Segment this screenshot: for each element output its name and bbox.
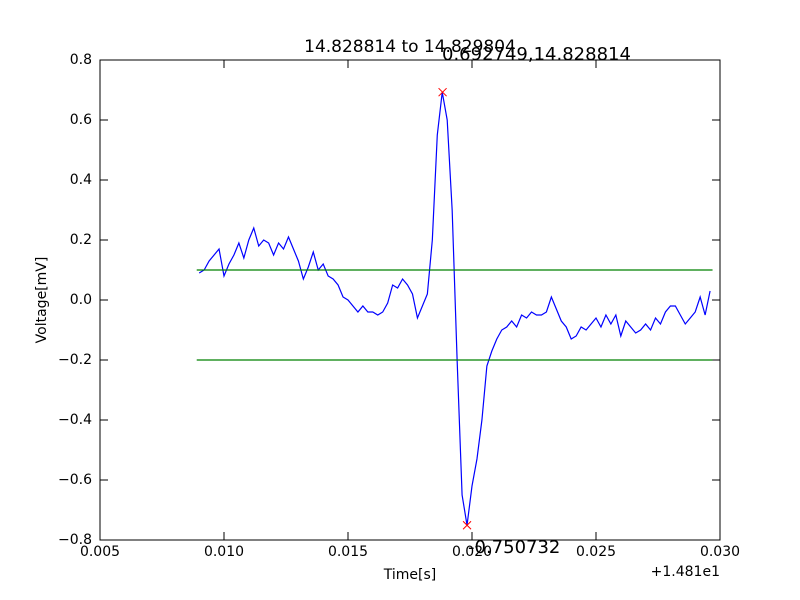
plot-frame: [99, 59, 721, 541]
y-tick-label: −0.4: [58, 412, 92, 428]
x-tick-label: 0.025: [576, 544, 616, 560]
y-tick-label: 0.0: [70, 292, 92, 308]
x-tick-label: 0.015: [328, 544, 368, 560]
y-tick-label: 0.6: [70, 112, 92, 128]
y-tick-label: −0.8: [58, 532, 92, 548]
y-tick-label: −0.2: [58, 352, 92, 368]
x-tick-label: 0.010: [204, 544, 244, 560]
x-axis-label: Time[s]: [383, 567, 436, 583]
y-tick-label: −0.6: [58, 472, 92, 488]
y-axis-label: Voltage[mV]: [34, 257, 50, 344]
y-tick-label: 0.4: [70, 172, 92, 188]
peak-annotation: 0.692749,14.828814: [442, 44, 631, 65]
x-tick-label: 0.005: [80, 544, 120, 560]
peak-marker: [438, 87, 447, 97]
y-tick-label: 0.2: [70, 232, 92, 248]
data-line: [198, 92, 711, 526]
chart-title: 14.828814 to 14.829804: [304, 37, 516, 57]
x-offset-label: +1.481e1: [651, 564, 720, 580]
peak-marker: [462, 520, 472, 530]
y-tick-label: 0.8: [70, 52, 92, 68]
x-tick-label: 0.020: [452, 544, 492, 560]
x-tick-label: 0.030: [700, 544, 740, 560]
trough-annotation: -0.750732: [468, 537, 560, 558]
